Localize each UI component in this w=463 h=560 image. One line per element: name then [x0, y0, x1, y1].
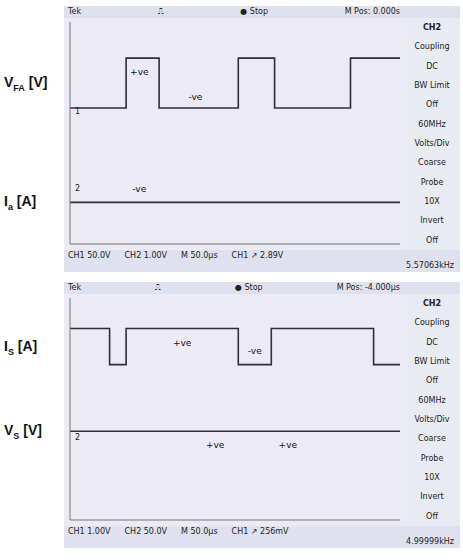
html-text:CH1 50.0V: CH1 50.0V: [68, 251, 111, 260]
svg-text:1: 1: [75, 107, 80, 116]
html-text:Volts/Div: Volts/Div: [414, 415, 450, 425]
html-text:Off: Off: [426, 376, 438, 386]
html-text:5.57063kHz: 5.57063kHz: [406, 261, 454, 270]
html-text:BW Limit: BW Limit: [414, 357, 450, 367]
html-text:VS [V]: VS [V]: [4, 422, 42, 441]
html-text:BW Limit: BW Limit: [414, 81, 450, 91]
html-text:DC: DC: [426, 337, 438, 347]
html-text:Coarse: Coarse: [418, 434, 446, 444]
html-text:M Pos: -4.000µs: M Pos: -4.000µs: [336, 283, 400, 292]
html-text:Probe: Probe: [420, 453, 444, 463]
html-text:CH1 1.00V: CH1 1.00V: [68, 527, 111, 536]
html-text:CH2 50.0V: CH2 50.0V: [124, 527, 168, 536]
html-text:10X: 10X: [424, 473, 440, 483]
html-text:Off: Off: [426, 100, 438, 110]
html-text:IS [A]: IS [A]: [4, 337, 38, 357]
svg-text:+ve: +ve: [279, 440, 298, 450]
svg-text:-ve: -ve: [248, 346, 262, 356]
svg-text:2: 2: [75, 184, 80, 193]
html-text:M Pos: 0.000s: M Pos: 0.000s: [344, 7, 400, 16]
html-text:Coarse: Coarse: [418, 158, 446, 168]
svg-text:-ve: -ve: [188, 92, 202, 102]
html-text:CH2: CH2: [422, 299, 442, 309]
svg-text:+ve: +ve: [173, 338, 192, 348]
html-text:CH1 ↗ 2.89V: CH1 ↗ 2.89V: [231, 251, 284, 260]
html-text:M 50.0µs: M 50.0µs: [181, 527, 218, 536]
html-text:60MHz: 60MHz: [418, 395, 446, 405]
svg-text:-ve: -ve: [132, 184, 146, 194]
html-text:60MHz: 60MHz: [418, 119, 446, 129]
svg-text:+ve: +ve: [206, 440, 225, 450]
html-text:Probe: Probe: [420, 177, 444, 187]
html-text:Invert: Invert: [420, 492, 444, 502]
svg-text:2: 2: [75, 433, 80, 442]
html-text:Tek: Tek: [68, 7, 82, 16]
html-text:M 50.0µs: M 50.0µs: [181, 251, 218, 260]
svg-text:+ve: +ve: [130, 67, 149, 77]
html-text:CH1 ↗ 256mV: CH1 ↗ 256mV: [231, 527, 289, 536]
html-text:Tek: Tek: [68, 283, 82, 292]
html-text:Invert: Invert: [420, 216, 444, 226]
html-text:● Stop: ● Stop: [240, 7, 268, 16]
html-text:DC: DC: [426, 61, 438, 71]
html-text:Coupling: Coupling: [414, 42, 450, 52]
html-text:4.99999kHz: 4.99999kHz: [406, 537, 454, 546]
html-text:Volts/Div: Volts/Div: [414, 139, 450, 149]
html-text:Off: Off: [426, 235, 438, 245]
html-text:VFA [V]: VFA [V]: [4, 74, 48, 93]
html-text:CH2 1.00V: CH2 1.00V: [124, 251, 168, 260]
html-text:10X: 10X: [424, 197, 440, 207]
html-text:● Stop: ● Stop: [235, 283, 263, 292]
html-text:Ia [A]: Ia [A]: [4, 193, 37, 213]
html-text:Off: Off: [426, 511, 438, 521]
html-text:CH2: CH2: [422, 23, 442, 33]
html-text:Coupling: Coupling: [414, 318, 450, 328]
